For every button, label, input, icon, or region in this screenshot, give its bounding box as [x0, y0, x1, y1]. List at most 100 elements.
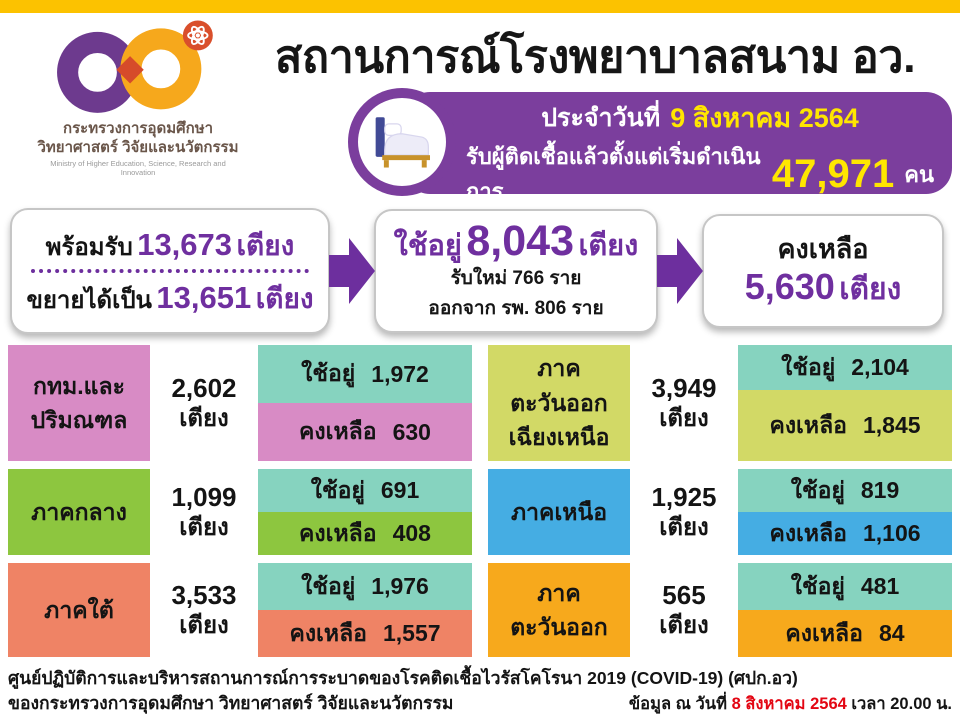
date-value: 9 สิงหาคม 2564: [670, 103, 859, 133]
in-use-line: ใช้อยู่ 8,043 เตียง: [393, 216, 639, 265]
in-use-band: ใช้อยู่ 1,972: [258, 345, 472, 403]
in-use-band: ใช้อยู่ 691: [258, 469, 472, 512]
arrow-right-icon: [329, 238, 375, 304]
footer-line2: ของกระทรวงการอุดมศึกษา วิทยาศาสตร์ วิจัย…: [8, 693, 454, 714]
banner-admitted-row: รับผู้ติดเชื้อแล้วตั้งแต่เริ่มดำเนินการ …: [466, 139, 934, 209]
in-use-unit: เตียง: [578, 229, 639, 262]
band-label: ใช้อยู่: [310, 476, 365, 503]
capacity-expand-line: ขยายได้เป็น 13,651 เตียง: [26, 279, 313, 316]
region-beds: 1,099 เตียง: [158, 469, 250, 555]
region-beds: 2,602 เตียง: [158, 345, 250, 461]
in-use-label: ใช้อยู่: [393, 229, 462, 262]
footer-line1: ศูนย์ปฏิบัติการและบริหารสถานการณ์การระบา…: [8, 668, 798, 688]
region-beds: 1,925 เตียง: [638, 469, 730, 555]
arrow-right-icon: [657, 238, 703, 304]
band-value: 1,106: [862, 520, 921, 546]
band-label: ใช้อยู่: [301, 360, 356, 386]
band-label: ใช้อยู่: [781, 353, 836, 380]
capacity-ready-line: พร้อมรับ 13,673 เตียง: [46, 226, 295, 263]
data-note-suffix: เวลา 20.00 น.: [851, 695, 952, 714]
region-name: กทม.และ ปริมณฑล: [8, 345, 150, 461]
remaining-band: คงเหลือ 1,845: [738, 390, 952, 461]
region-bars: ใช้อยู่ 1,976 คงเหลือ 1,557: [258, 563, 472, 657]
band-value: 1,972: [371, 360, 429, 387]
in-use-band: ใช้อยู่ 1,976: [258, 563, 472, 610]
date-banner-box: ประจำวันที่ 9 สิงหาคม 2564 รับผู้ติดเชื้…: [404, 92, 952, 204]
data-note-date: 8 สิงหาคม 2564: [731, 695, 847, 714]
region-beds: 565 เตียง: [638, 563, 730, 657]
region-bars: ใช้อยู่ 691 คงเหลือ 408: [258, 469, 472, 555]
beds-value: 565: [662, 579, 706, 610]
data-note: ข้อมูล ณ วันที่ 8 สิงหาคม 2564 เวลา 20.0…: [629, 693, 952, 717]
beds-value: 3,533: [171, 579, 237, 610]
expand-unit: เตียง: [255, 283, 314, 314]
in-use-value: 8,043: [466, 216, 574, 265]
ready-value: 13,673: [137, 226, 233, 262]
remaining-band: คงเหลือ 630: [258, 403, 472, 461]
ready-unit: เตียง: [236, 229, 295, 261]
band-value: 1,976: [371, 573, 429, 599]
beds-unit: เตียง: [179, 514, 229, 542]
band-value: 408: [392, 520, 431, 546]
banner-date-row: ประจำวันที่ 9 สิงหาคม 2564: [466, 96, 934, 139]
date-label: ประจำวันที่: [541, 103, 661, 132]
remaining-band: คงเหลือ 408: [258, 512, 472, 555]
band-value: 84: [878, 620, 905, 646]
region-beds: 3,949 เตียง: [638, 345, 730, 461]
date-banner: ประจำวันที่ 9 สิงหาคม 2564 รับผู้ติดเชื้…: [348, 88, 952, 204]
band-label: ใช้อยู่: [790, 572, 845, 599]
top-yellow-bar: [0, 0, 960, 13]
region-name: ภาค ตะวันออก เฉียงเหนือ: [488, 345, 630, 461]
band-value: 481: [860, 573, 900, 599]
regions-grid: กทม.และ ปริมณฑล 2,602 เตียง ใช้อยู่ 1,97…: [8, 345, 952, 657]
discharged-line: ออกจาก รพ. 806 ราย: [428, 297, 604, 319]
admitted-unit: คน: [904, 161, 934, 187]
region-bars: ใช้อยู่ 819 คงเหลือ 1,106: [738, 469, 952, 555]
region-name: ภาคเหนือ: [488, 469, 630, 555]
bed-icon: [375, 117, 430, 168]
ministry-name-line2: วิทยาศาสตร์ วิจัยและนวัตกรรม: [37, 138, 239, 156]
remaining-line: 5,630 เตียง: [745, 265, 902, 308]
dotted-divider: [30, 269, 310, 273]
ministry-name-line1: กระทรวงการอุดมศึกษา: [63, 120, 213, 137]
beds-value: 2,602: [171, 372, 237, 403]
band-value: 1,845: [862, 412, 921, 439]
beds-value: 1,925: [651, 481, 717, 512]
beds-value: 1,099: [171, 481, 237, 512]
expand-label: ขยายได้เป็น: [26, 287, 152, 314]
band-label: คงเหลือ: [289, 619, 367, 646]
admitted-total: 47,971: [771, 152, 895, 196]
footer: ศูนย์ปฏิบัติการและบริหารสถานการณ์การระบา…: [8, 666, 952, 717]
band-label: คงเหลือ: [299, 519, 377, 546]
remaining-label: คงเหลือ: [777, 233, 869, 264]
summary-flow: พร้อมรับ 13,673 เตียง ขยายได้เป็น 13,651…: [10, 205, 950, 337]
region-bars: ใช้อยู่ 2,104 คงเหลือ 1,845: [738, 345, 952, 461]
band-value: 819: [860, 477, 900, 503]
new-admissions-line: รับใหม่ 766 ราย: [450, 268, 582, 290]
capacity-box: พร้อมรับ 13,673 เตียง ขยายได้เป็น 13,651…: [10, 208, 330, 334]
band-label: คงเหลือ: [785, 619, 863, 646]
band-label: คงเหลือ: [299, 418, 377, 444]
band-value: 1,557: [382, 620, 441, 646]
bed-badge: [348, 88, 456, 196]
region-bars: ใช้อยู่ 1,972 คงเหลือ 630: [258, 345, 472, 461]
band-value: 691: [380, 477, 420, 503]
in-use-band: ใช้อยู่ 819: [738, 469, 952, 512]
region-central: ภาคกลาง 1,099 เตียง ใช้อยู่ 691 คงเหลือ …: [8, 469, 472, 555]
remaining-value: 5,630: [744, 265, 835, 307]
ministry-name-en: Ministry of Higher Education, Science, R…: [50, 158, 226, 177]
ministry-logo: กระทรวงการอุดมศึกษา วิทยาศาสตร์ วิจัยและ…: [34, 16, 242, 177]
atom-icon: [187, 25, 209, 46]
beds-value: 3,949: [651, 372, 717, 403]
expand-value: 13,651: [156, 280, 252, 315]
beds-unit: เตียง: [659, 612, 709, 640]
remaining-band: คงเหลือ 84: [738, 610, 952, 657]
beds-unit: เตียง: [659, 514, 709, 542]
page-title: สถานการณ์โรงพยาบาลสนาม อว.: [274, 31, 916, 82]
ready-label: พร้อมรับ: [45, 233, 133, 261]
mhesi-logo-icon: [57, 20, 213, 113]
footer-line2-row: ของกระทรวงการอุดมศึกษา วิทยาศาสตร์ วิจัย…: [8, 691, 952, 717]
region-name: ภาคใต้: [8, 563, 150, 657]
remaining-band: คงเหลือ 1,557: [258, 610, 472, 657]
region-east: ภาค ตะวันออก 565 เตียง ใช้อยู่ 481 คงเหล…: [488, 563, 952, 657]
